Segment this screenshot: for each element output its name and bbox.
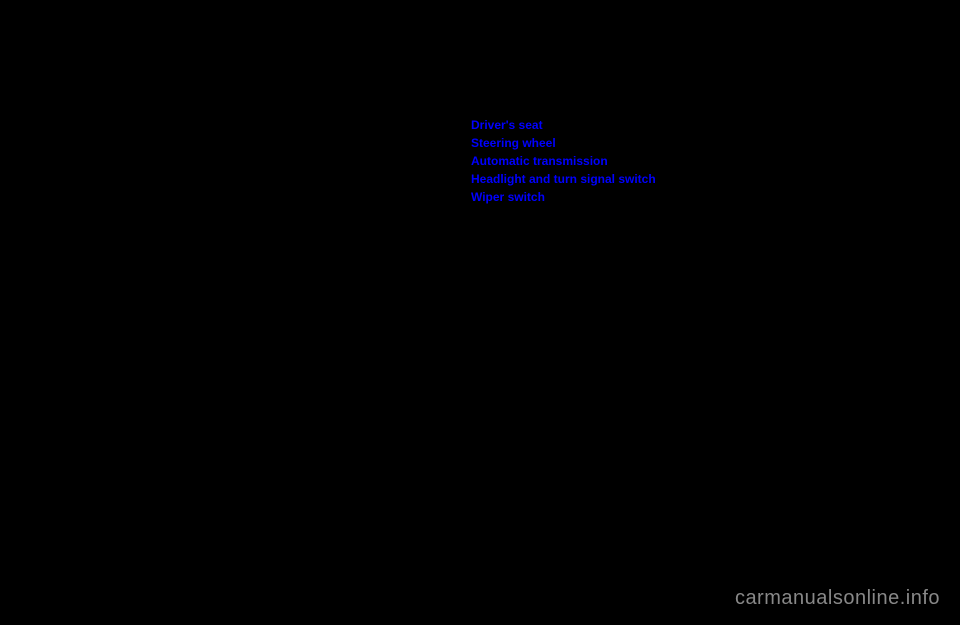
link-headlight-switch[interactable]: Headlight and turn signal switch bbox=[471, 170, 656, 188]
link-steering-wheel[interactable]: Steering wheel bbox=[471, 134, 656, 152]
link-automatic-transmission[interactable]: Automatic transmission bbox=[471, 152, 656, 170]
watermark-text: carmanualsonline.info bbox=[735, 587, 940, 610]
link-drivers-seat[interactable]: Driver's seat bbox=[471, 116, 656, 134]
link-wiper-switch[interactable]: Wiper switch bbox=[471, 188, 656, 206]
navigation-links: Driver's seat Steering wheel Automatic t… bbox=[471, 116, 656, 206]
